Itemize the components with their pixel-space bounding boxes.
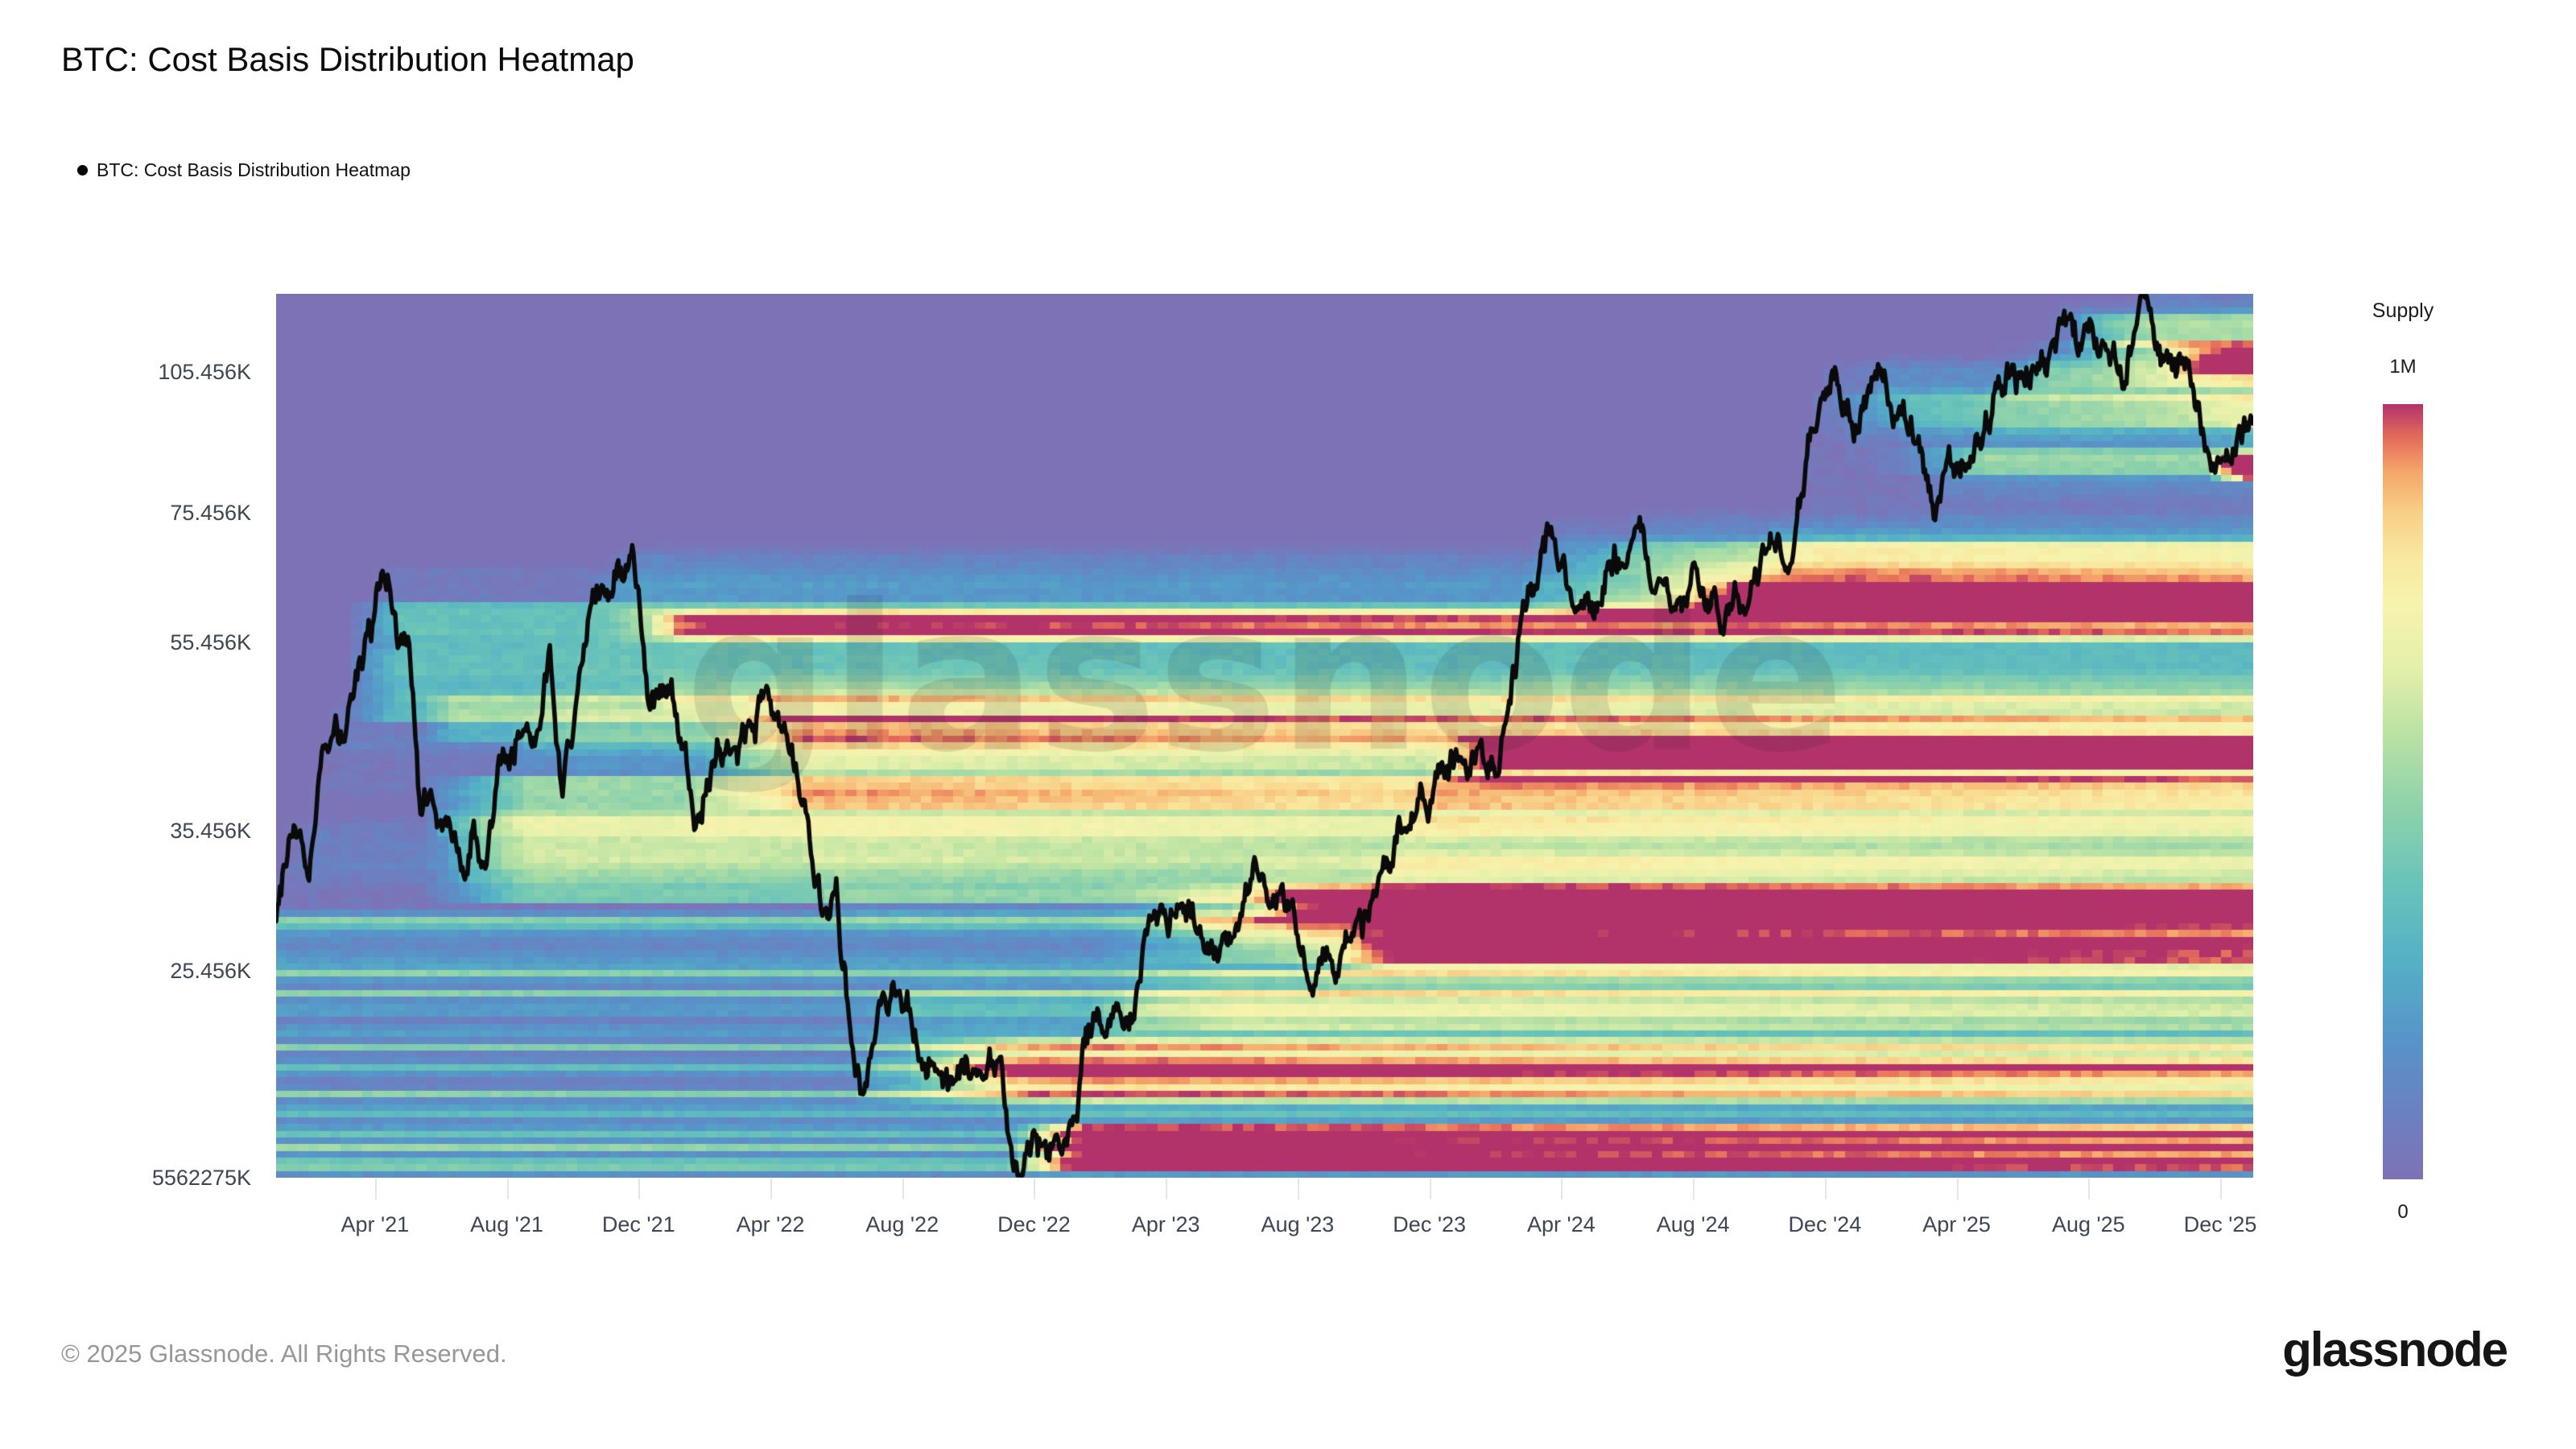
x-tick-label: Apr '23	[1131, 1212, 1200, 1236]
x-tick-label: Dec '21	[601, 1212, 675, 1236]
y-tick-label: 55.456K	[170, 630, 251, 655]
colorbar-title: Supply	[2372, 299, 2434, 322]
x-tick-mark	[1166, 1179, 1168, 1199]
x-tick-label: Apr '21	[341, 1212, 410, 1236]
x-tick-label: Apr '22	[736, 1212, 805, 1236]
x-tick-label: Apr '25	[1922, 1212, 1991, 1236]
x-tick-mark	[638, 1179, 641, 1199]
x-tick-mark	[770, 1179, 772, 1199]
x-tick-mark	[902, 1179, 904, 1199]
x-tick-mark	[1429, 1179, 1431, 1199]
colorbar-max-label: 1M	[2389, 356, 2417, 378]
x-tick-label: Apr '24	[1527, 1212, 1596, 1236]
y-tick-label: 105.456K	[158, 360, 251, 385]
y-tick-label: 75.456K	[170, 501, 251, 526]
x-tick-label: Aug '25	[2051, 1212, 2125, 1236]
glassnode-logo: glassnode	[2282, 1323, 2508, 1377]
x-tick-label: Dec '25	[2183, 1212, 2257, 1236]
series-legend-label: BTC: Cost Basis Distribution Heatmap	[97, 159, 411, 180]
series-marker-icon	[77, 165, 88, 175]
x-tick-label: Aug '23	[1261, 1212, 1335, 1236]
x-tick-mark	[1297, 1179, 1299, 1199]
y-tick-label: 25.456K	[170, 958, 251, 983]
x-tick-mark	[1561, 1179, 1563, 1199]
x-tick-mark	[2088, 1179, 2091, 1199]
x-tick-mark	[374, 1179, 377, 1199]
x-tick-label: Aug '21	[470, 1212, 543, 1236]
page-title: BTC: Cost Basis Distribution Heatmap	[61, 40, 634, 78]
x-tick-mark	[1824, 1179, 1827, 1199]
colorbar-gradient	[2383, 404, 2423, 1179]
x-tick-label: Aug '22	[865, 1212, 939, 1236]
heatmap-plot	[276, 294, 2253, 1178]
colorbar-min-label: 0	[2397, 1201, 2409, 1223]
x-tick-label: Dec '23	[1393, 1212, 1467, 1236]
series-legend-item[interactable]: BTC: Cost Basis Distribution Heatmap	[77, 159, 411, 181]
x-tick-mark	[1693, 1179, 1695, 1199]
copyright-text: © 2025 Glassnode. All Rights Reserved.	[61, 1340, 507, 1368]
y-tick-label: 35.456K	[170, 819, 251, 844]
heatmap-canvas[interactable]	[276, 294, 2253, 1178]
x-tick-label: Dec '22	[997, 1212, 1071, 1236]
x-tick-label: Dec '24	[1788, 1212, 1862, 1236]
x-tick-mark	[1956, 1179, 1959, 1199]
y-tick-label: 5562275K	[151, 1166, 251, 1190]
x-tick-mark	[2220, 1179, 2223, 1199]
x-tick-mark	[1034, 1179, 1036, 1199]
x-tick-label: Aug '24	[1656, 1212, 1730, 1236]
x-tick-mark	[506, 1179, 509, 1199]
